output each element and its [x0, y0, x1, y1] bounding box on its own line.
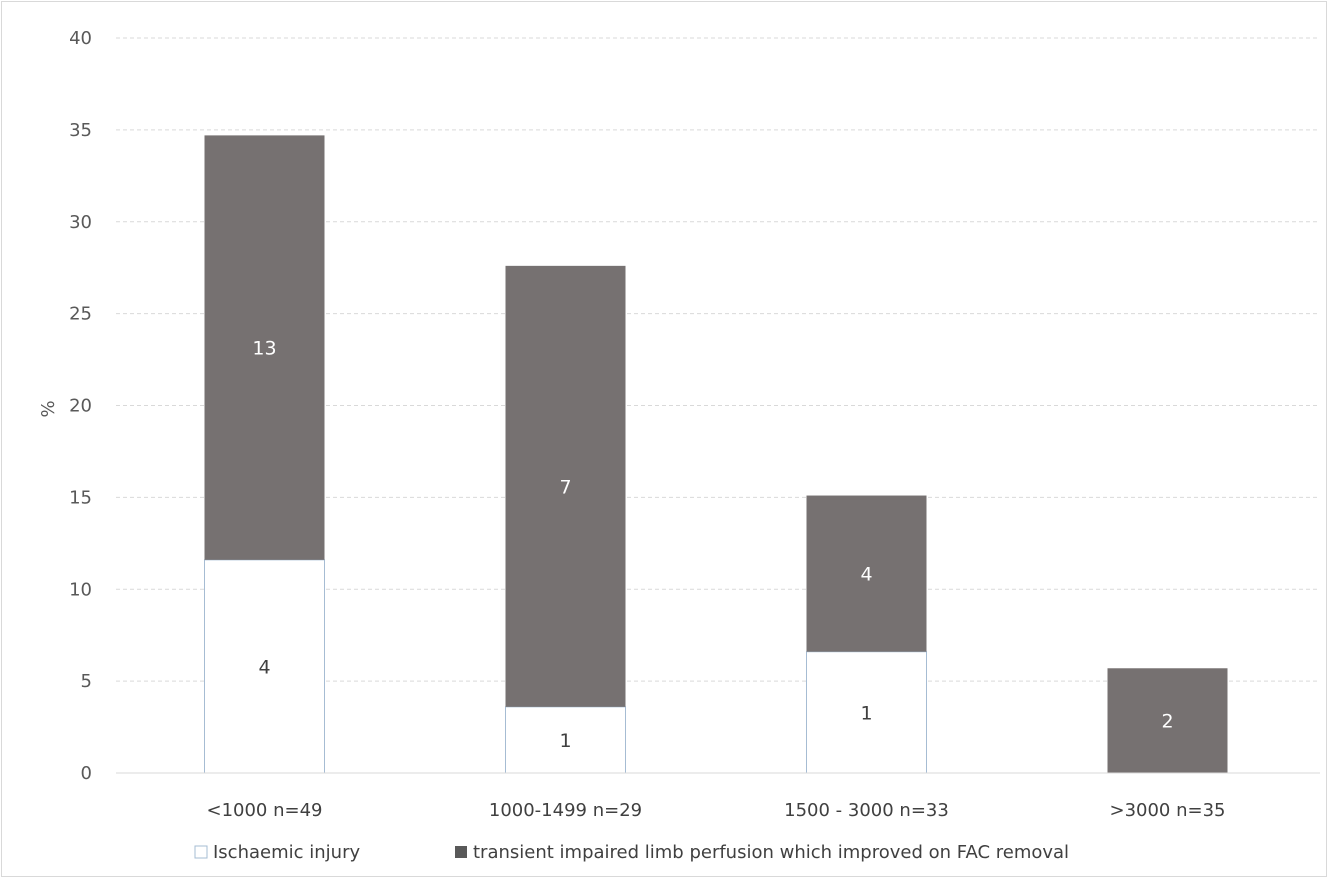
gridlines — [116, 37, 1320, 682]
y-tick-label: 20 — [69, 396, 92, 417]
x-tick-label: 1500 - 3000 n=33 — [784, 800, 949, 821]
bar-data-label: 2 — [1161, 711, 1173, 733]
y-tick-label: 5 — [81, 671, 92, 692]
legend: Ischaemic injury transient impaired limb… — [194, 842, 1069, 863]
y-tick-label: 35 — [69, 120, 92, 141]
legend-item-ischaemic: Ischaemic injury — [194, 842, 360, 863]
bar-segment — [1107, 668, 1228, 773]
y-axis-label: % — [38, 400, 59, 417]
bar-data-label: 1 — [860, 702, 872, 724]
y-tick-label: 40 — [69, 28, 92, 49]
legend-swatch-transient — [455, 846, 467, 858]
bar-segment — [505, 265, 626, 707]
bar-segment — [505, 706, 626, 774]
y-tick-label: 0 — [81, 763, 92, 784]
y-tick-label: 10 — [69, 579, 92, 600]
x-axis-ticks: <1000 n=49 1000-1499 n=29 1500 - 3000 n=33… — [206, 800, 1225, 821]
y-tick-label: 15 — [69, 487, 92, 508]
bar-data-label: 13 — [252, 338, 276, 360]
legend-label-transient: transient impaired limb perfusion which … — [473, 842, 1069, 863]
legend-label-ischaemic: Ischaemic injury — [213, 842, 360, 863]
y-tick-label: 25 — [69, 304, 92, 325]
y-tick-label: 30 — [69, 212, 92, 233]
x-tick-label: 1000-1499 n=29 — [489, 800, 642, 821]
legend-swatch-ischaemic — [194, 845, 208, 859]
bar-segment — [806, 651, 927, 774]
bar-segment — [806, 495, 927, 652]
bar-data-label: 4 — [258, 656, 270, 678]
bar-segment — [204, 559, 325, 774]
bar-data-label: 7 — [559, 476, 571, 498]
y-axis-ticks: 0 5 10 15 20 25 30 35 40 — [69, 28, 92, 784]
legend-item-transient: transient impaired limb perfusion which … — [455, 842, 1069, 863]
x-tick-label: >3000 n=35 — [1109, 800, 1225, 821]
bar-data-label: 4 — [860, 564, 872, 586]
bar-segment — [204, 135, 325, 560]
bars: 4 13 1 7 1 4 2 — [204, 135, 1228, 774]
x-tick-label: <1000 n=49 — [206, 800, 322, 821]
bar-data-label: 1 — [559, 730, 571, 752]
